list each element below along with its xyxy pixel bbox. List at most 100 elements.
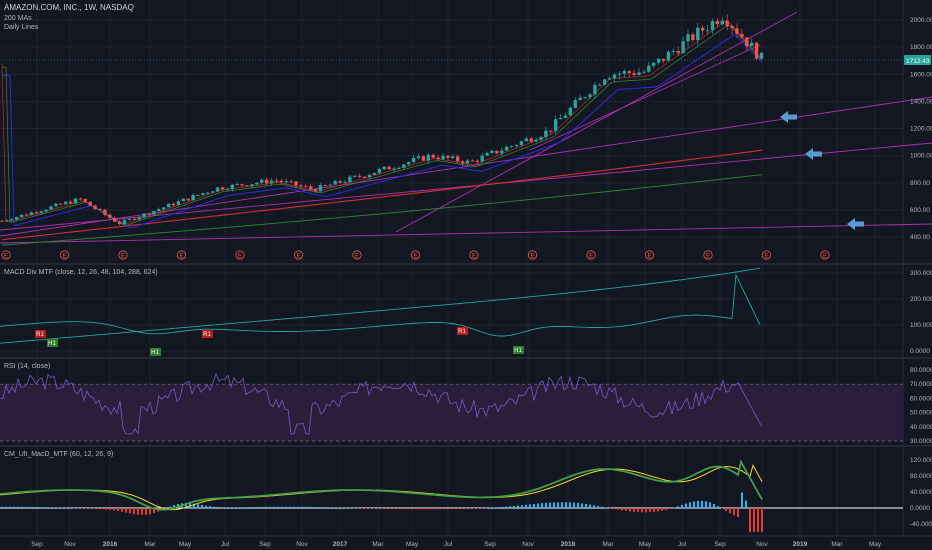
candle-body <box>426 154 430 161</box>
candle-body <box>407 162 411 165</box>
candle-body <box>500 150 504 154</box>
candle-body <box>549 130 553 132</box>
earnings-icon <box>176 250 187 260</box>
candle-body <box>44 209 48 212</box>
candle-body <box>754 42 759 59</box>
candle-body <box>745 37 749 47</box>
candle-body <box>225 189 230 191</box>
candle-body <box>250 184 254 187</box>
cm-histogram-bar <box>109 508 111 510</box>
earnings-icon <box>469 250 479 260</box>
cm-histogram-bar <box>333 507 335 508</box>
cm-histogram-bar <box>525 504 527 508</box>
ma-red-line <box>1 149 763 241</box>
cm-histogram-bar <box>265 506 267 508</box>
cm-tick-label: -40.0000 <box>910 521 932 528</box>
cm-histogram-bar <box>117 508 119 512</box>
candle-body <box>632 73 636 75</box>
candle-body <box>372 172 377 175</box>
price-tick-label: 1200.00 <box>910 126 932 133</box>
trend-line <box>395 11 798 233</box>
rsi-panel[interactable] <box>0 372 903 442</box>
cm-histogram-bar <box>133 508 135 515</box>
cm-histogram-bar <box>493 507 495 508</box>
macd-label-box <box>150 348 161 356</box>
earnings-icon <box>1 250 11 260</box>
cm-histogram-bar <box>345 507 347 509</box>
cm-histogram-bar <box>389 508 391 509</box>
cm-histogram-bar <box>717 506 719 508</box>
cm-histogram-bar <box>549 502 551 508</box>
cm-histogram-bar <box>513 505 515 508</box>
indicator-label-lines: Daily Lines <box>4 24 39 31</box>
cm-histogram-bar <box>17 506 19 508</box>
candle-body <box>235 184 239 186</box>
price-tick-label: 400.00 <box>910 234 930 241</box>
cm-histogram-bar <box>369 508 371 509</box>
cm-histogram-bar <box>125 508 127 513</box>
cm-histogram-bar <box>1 506 3 508</box>
candle-body <box>309 186 313 190</box>
candle-body <box>593 84 597 95</box>
candle-body <box>686 34 690 42</box>
candle-body <box>162 207 166 210</box>
time-tick-label: Mar <box>602 541 614 548</box>
cm-histogram-bar <box>41 507 43 508</box>
candle-body <box>505 146 509 151</box>
earnings-icon <box>820 250 830 260</box>
candle-body <box>313 189 318 192</box>
candle-body <box>637 72 641 75</box>
candle-body <box>142 213 146 218</box>
cm-histogram-bar <box>193 503 195 508</box>
candle-body <box>98 208 102 210</box>
cm-histogram-bar <box>665 508 667 510</box>
cm-histogram-bar <box>317 507 319 508</box>
time-tick-label: May <box>639 541 652 548</box>
cm-histogram-bar <box>33 506 35 508</box>
candle-body <box>441 155 445 160</box>
cm-macd-panel[interactable] <box>0 459 903 532</box>
price-tick-label: 2000.00 <box>910 17 932 24</box>
cm-histogram-bar <box>121 508 123 512</box>
cm-histogram-bar <box>533 503 535 508</box>
candle-body <box>147 213 151 215</box>
cm-histogram-bar <box>425 508 427 510</box>
cm-histogram-bar <box>217 506 219 508</box>
candle-body <box>661 58 666 61</box>
candle-body <box>343 181 347 183</box>
cm-histogram-bar <box>9 506 11 508</box>
candle-body <box>465 160 470 164</box>
candle-body <box>260 179 264 183</box>
time-axis[interactable]: Sep Nov 2016 Mar May Jul Sep Nov 2017 Mar May Jul Se… <box>31 541 882 548</box>
candle-body <box>19 214 24 217</box>
macd-label: H1 <box>514 348 522 354</box>
cm-histogram-bar <box>53 507 55 508</box>
arrows[interactable] <box>780 111 864 230</box>
cm-histogram-bar <box>737 508 739 517</box>
cm-histogram-bar <box>609 508 611 509</box>
trend-line <box>529 44 761 151</box>
candle-body <box>642 71 646 73</box>
cm-histogram-bar <box>165 508 167 509</box>
price-axis[interactable]: 2000.00 1800.00 1600.00 1400.00 1200.00 1000.… <box>910 17 932 528</box>
candle-body <box>627 71 631 74</box>
price-tick-label: 1000.00 <box>910 153 932 160</box>
cm-histogram-bar <box>85 508 87 509</box>
cm-histogram-bar <box>73 507 75 509</box>
candle-body <box>10 219 14 221</box>
candle-body <box>411 158 416 163</box>
earnings-icon <box>586 250 596 260</box>
cm-histogram-bar <box>297 506 299 508</box>
cm-histogram-bar <box>61 507 63 509</box>
indicator-label-mas: 200 MAs <box>4 15 32 22</box>
cm-histogram-bar <box>293 506 295 508</box>
macd-panel[interactable]: R1 H1 H1 R1 R1 H1 <box>0 267 761 356</box>
cm-histogram-bar <box>289 506 291 508</box>
cm-histogram-bar <box>201 504 203 508</box>
rsi-tick-label: 70.0000 <box>910 381 932 388</box>
candle-body <box>245 185 249 187</box>
cm-histogram-bar <box>625 508 627 511</box>
